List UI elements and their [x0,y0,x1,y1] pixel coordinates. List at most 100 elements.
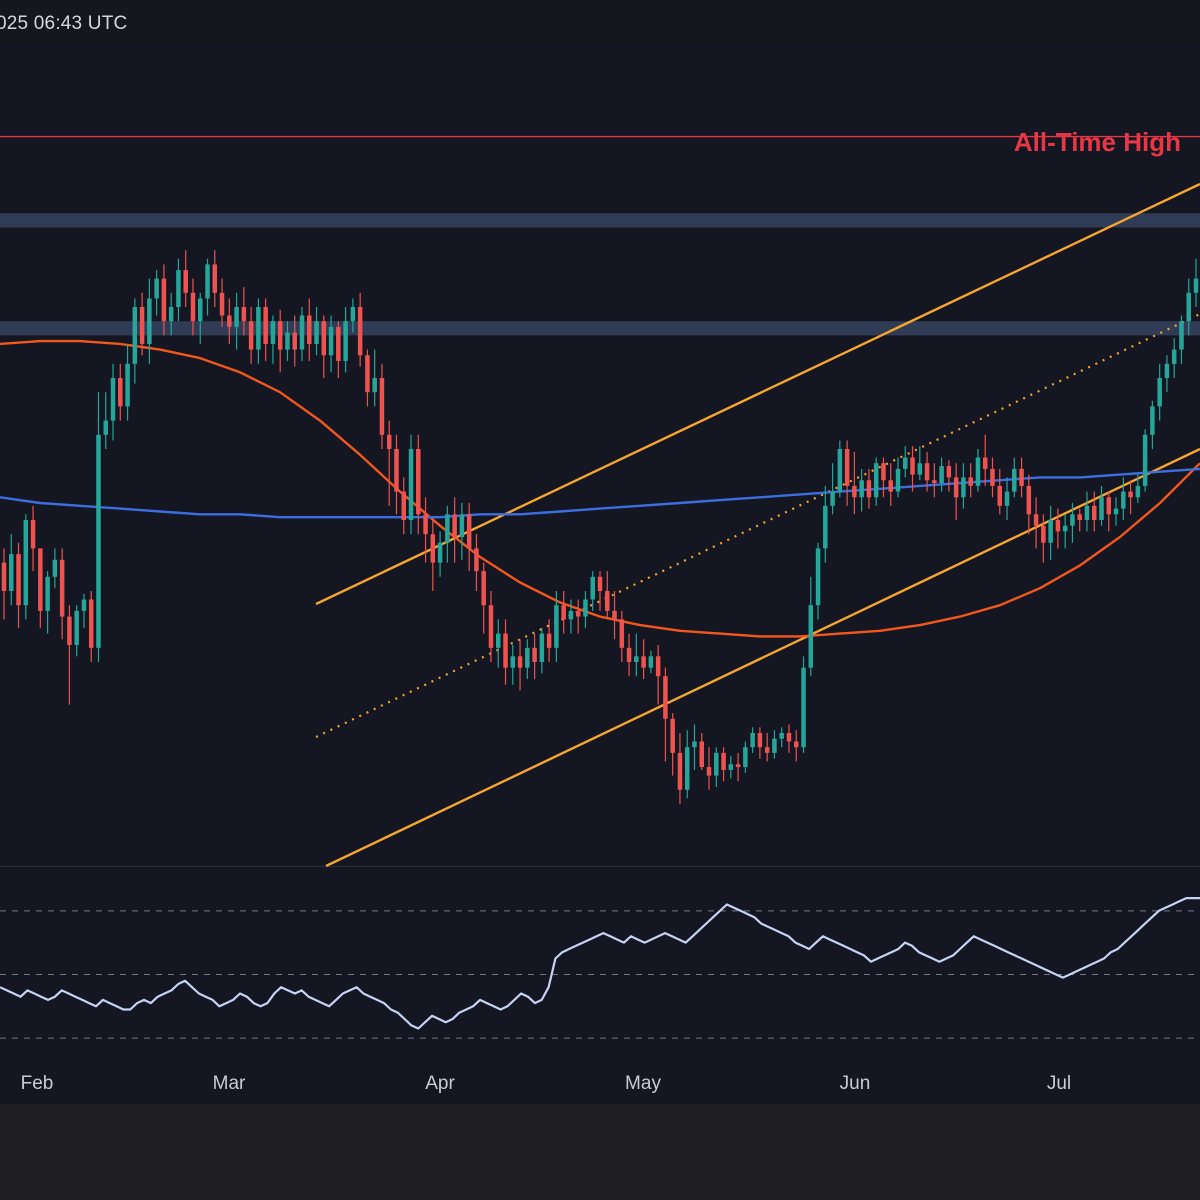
candle-body-up [270,321,276,344]
candle-body-down [59,559,65,617]
candle [59,548,65,640]
candle-body-up [197,298,203,322]
candle [1113,497,1119,526]
rsi-line [0,896,1200,1030]
candle-body-up [52,559,58,577]
candle [161,264,167,336]
candle [1157,363,1162,421]
candle-body-down [190,292,196,322]
candle [554,591,559,662]
candle [808,576,814,677]
candle [466,502,472,572]
candle-body-down [532,647,537,662]
candle [234,292,239,350]
candle-body-up [103,420,109,435]
rsi-indicator [0,896,1200,1039]
candle [183,250,188,307]
candle [888,463,893,506]
candle-body-down [321,321,327,356]
candle-body-down [1055,520,1061,532]
candle-body-down [953,477,959,498]
candle [350,298,356,333]
candle [946,460,952,492]
candle [190,278,196,336]
candle-body-up [1062,525,1068,532]
candle [459,502,465,560]
candle [495,619,501,668]
candle-body-down [212,264,218,293]
candle [881,457,886,498]
candle [590,571,595,611]
candle [852,451,857,515]
x-tick-label: Jun [840,1073,871,1094]
candle [975,449,981,492]
moving-average-orange [0,339,1200,638]
candle-body-up [648,656,654,668]
candle [612,591,617,640]
candle [1186,278,1191,336]
candle-body-up [525,647,530,668]
candle [728,755,734,779]
candle [343,307,348,373]
candle [801,656,806,753]
candle-body-up [837,449,843,492]
candle [1179,315,1184,364]
candle-body-down [706,767,712,776]
candle [924,451,930,492]
x-tick-label: Feb [21,1073,54,1094]
candle [299,307,305,361]
candle-body-up [314,321,319,344]
candle [227,298,232,344]
candle [1019,457,1024,498]
candle-body-down [968,477,973,486]
candle-body-up [1171,349,1177,364]
candle [1121,477,1126,520]
price-chart[interactable]: All-Time High Feb Mar Apr May Jun Jul [0,44,1200,1104]
candle-body-down [88,599,94,648]
candle-body-down [67,616,72,645]
candle-body-up [830,491,835,506]
candle-body-up [328,326,334,356]
candle [1,548,7,620]
candle [1091,491,1097,532]
candle-body-up [510,656,516,668]
candle-body-down [379,378,385,435]
candle [910,446,915,492]
candle [147,278,152,364]
candle-body-down [946,466,952,478]
candle-body-up [568,610,574,620]
candle [408,434,414,535]
candle-body-up [779,733,784,739]
candle-body-down [423,514,428,535]
candle-body-up [859,480,864,498]
candle [1004,477,1010,520]
candle-body-up [1113,508,1119,515]
candle-body-down [924,463,930,481]
candle-body-up [234,307,239,327]
candle-body-down [277,321,283,350]
candle-body-down [503,633,508,668]
candle [168,292,174,336]
candle-body-down [452,514,457,538]
candle [445,505,450,563]
candle [212,250,218,307]
candle [1150,400,1155,449]
candle [292,315,297,367]
candle [968,463,973,498]
candle [139,292,145,356]
candle-body-down [1,562,7,591]
x-tick-label: May [625,1073,661,1094]
candle [997,468,1003,515]
candle [248,307,254,364]
candle [1062,514,1068,549]
candle-body-up [205,264,210,299]
candle [743,741,748,773]
candle-body-down [1019,468,1024,486]
candle-body-down [757,733,763,748]
candle-body-down [561,605,566,620]
all-time-high-group: All-Time High [0,127,1200,157]
candle-body-down [1026,485,1032,515]
candle [103,392,109,449]
candle-body-down [619,619,625,648]
candle-body-down [881,463,886,481]
